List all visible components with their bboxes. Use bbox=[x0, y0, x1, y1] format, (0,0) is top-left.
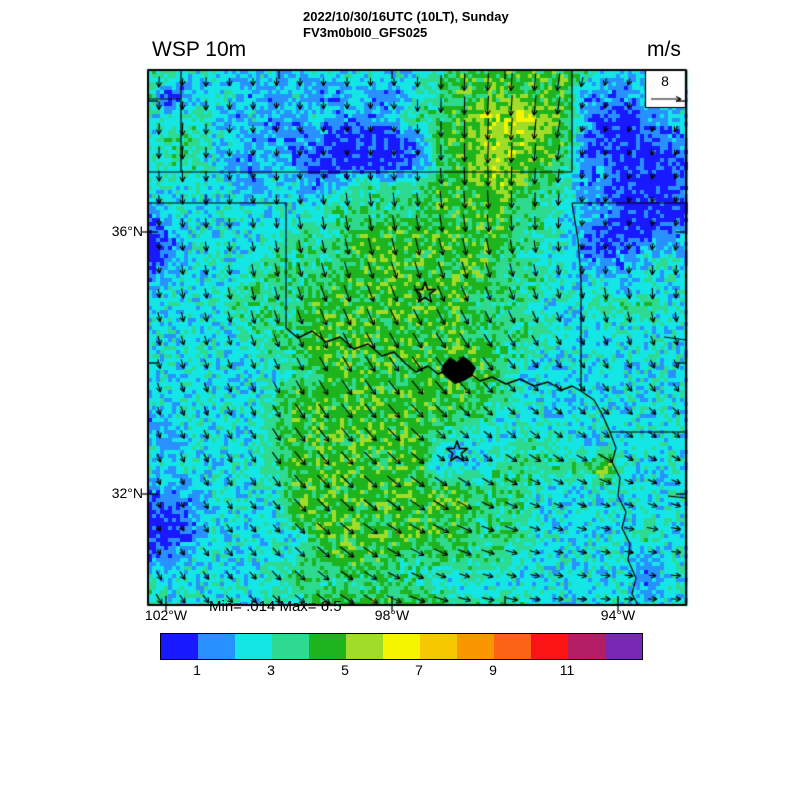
colorbar-tick-label: 1 bbox=[193, 662, 201, 678]
colorbar-segment bbox=[494, 634, 531, 659]
lon-tick-label: 98°W bbox=[374, 607, 410, 623]
colorbar-tick-label: 11 bbox=[559, 662, 575, 678]
colorbar-segment bbox=[383, 634, 420, 659]
colorbar-segment bbox=[531, 634, 568, 659]
variable-label: WSP 10m bbox=[152, 38, 247, 61]
reference-arrow-value: 8 bbox=[661, 73, 669, 89]
colorbar-segment bbox=[346, 634, 383, 659]
colorbar-segment bbox=[198, 634, 235, 659]
colorbar-segment bbox=[309, 634, 346, 659]
lon-tick-label: 94°W bbox=[600, 607, 636, 623]
colorbar-tick-label: 7 bbox=[415, 662, 423, 678]
colorbar-segment bbox=[235, 634, 272, 659]
units-label: m/s bbox=[647, 38, 681, 61]
colorbar-segment bbox=[605, 634, 642, 659]
colorbar-segment bbox=[568, 634, 605, 659]
colorbar-segment bbox=[161, 634, 198, 659]
colorbar-tick-label: 5 bbox=[341, 662, 349, 678]
colorbar bbox=[160, 633, 643, 660]
lat-tick-label: 32°N bbox=[111, 485, 143, 501]
lon-tick-label: 102°W bbox=[144, 607, 188, 623]
colorbar-segment bbox=[420, 634, 457, 659]
plot-model-title: FV3m0b0I0_GFS025 bbox=[303, 25, 428, 40]
plot-datetime-title: 2022/10/30/16UTC (10LT), Sunday bbox=[303, 9, 509, 24]
colorbar-tick-label: 3 bbox=[267, 662, 275, 678]
lat-tick-label: 36°N bbox=[111, 223, 143, 239]
min-max-annotation: Min= .014 Max= 6.5 bbox=[209, 598, 342, 615]
colorbar-segment bbox=[457, 634, 494, 659]
colorbar-tick-label: 9 bbox=[489, 662, 497, 678]
colorbar-segment bbox=[272, 634, 309, 659]
